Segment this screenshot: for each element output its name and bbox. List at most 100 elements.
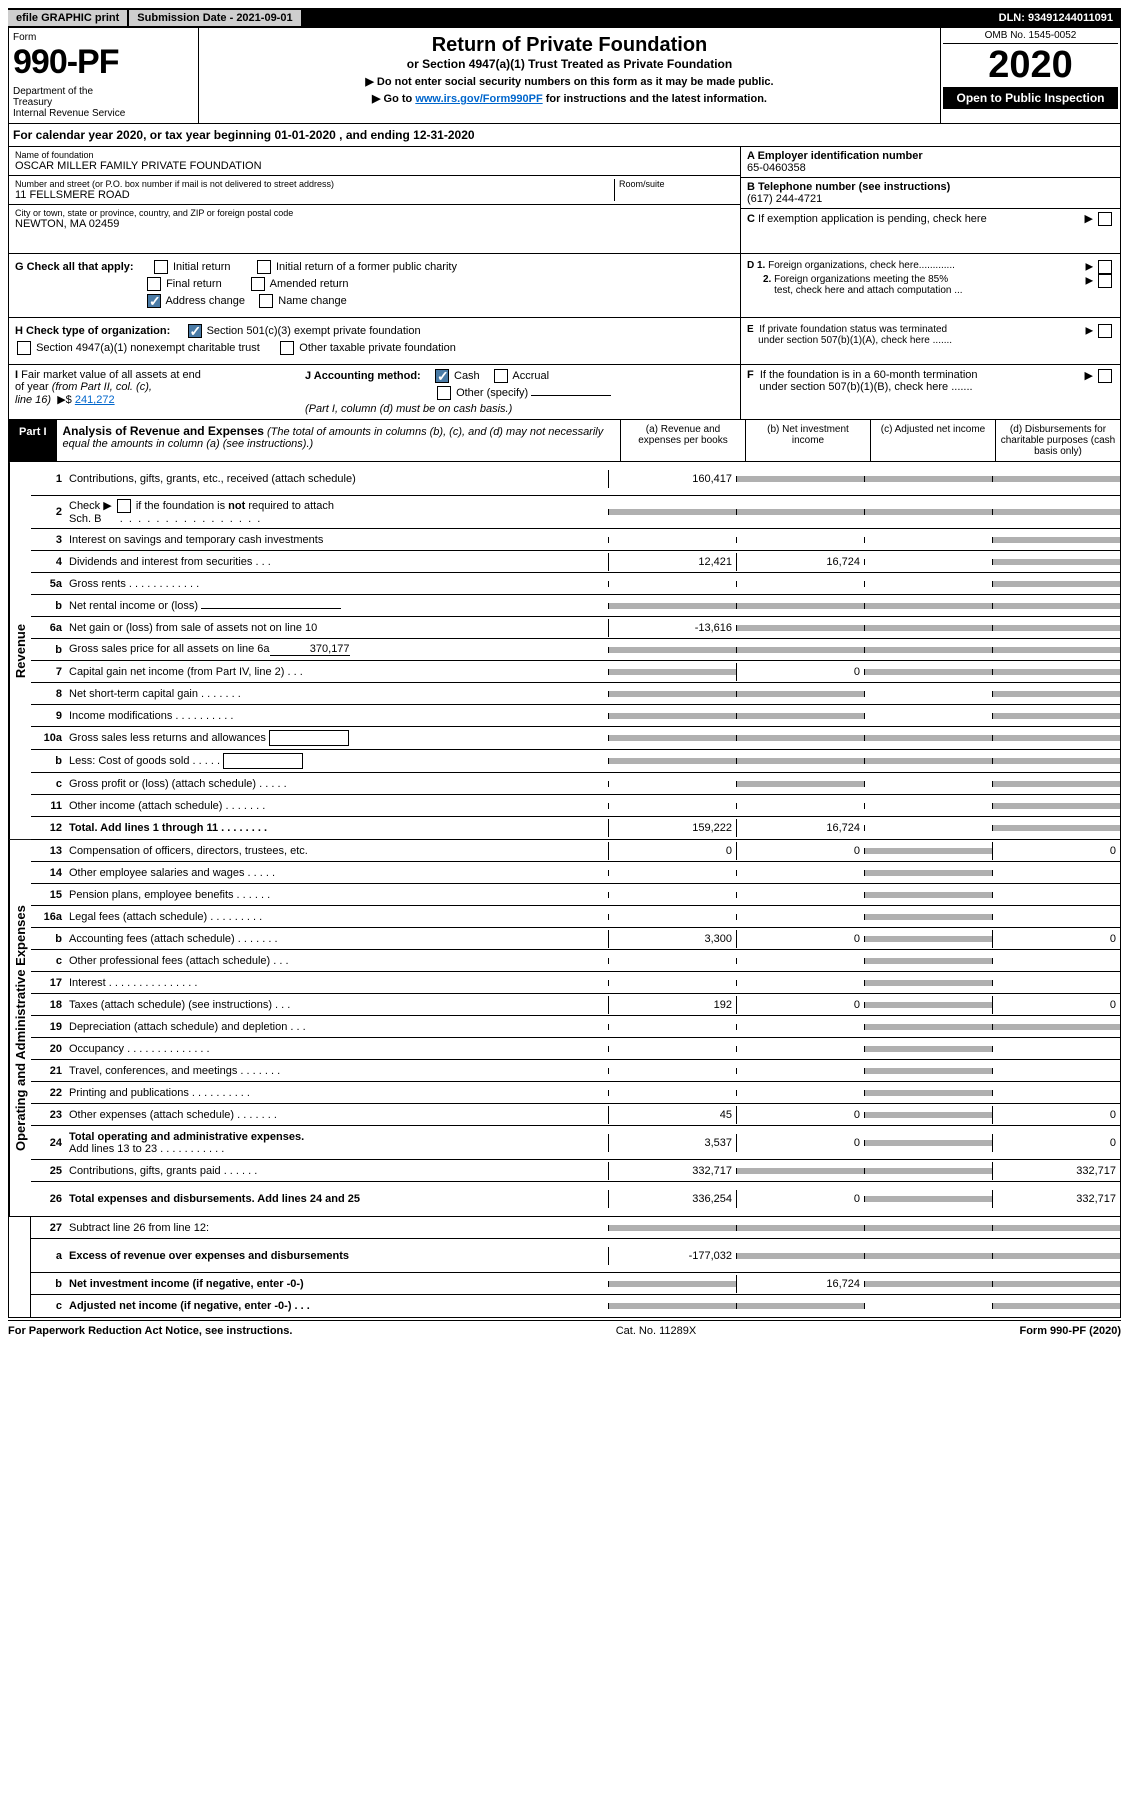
r6b-a: [608, 647, 736, 653]
r14-c: [864, 870, 992, 876]
r3-d: [992, 537, 1120, 543]
col-c: (c) Adjusted net income: [870, 420, 995, 461]
r23-num: 23: [31, 1106, 65, 1124]
r5a-desc: Gross rents . . . . . . . . . . . .: [65, 575, 608, 593]
part1-header: Part I Analysis of Revenue and Expenses …: [8, 420, 1121, 462]
city-label: City or town, state or province, country…: [15, 208, 734, 218]
r10b-b: [736, 758, 864, 764]
r11-a: [608, 803, 736, 809]
r26-b: 0: [736, 1190, 864, 1208]
e-cb[interactable]: [1098, 324, 1112, 338]
h-4947: Section 4947(a)(1) nonexempt charitable …: [36, 342, 260, 354]
h-label: H Check type of organization:: [15, 325, 170, 337]
r21-c: [864, 1068, 992, 1074]
r14-desc: Other employee salaries and wages . . . …: [65, 864, 608, 882]
efile-btn[interactable]: efile GRAPHIC print: [8, 10, 127, 26]
j-cash-cb[interactable]: [435, 369, 449, 383]
j-label: J Accounting method:: [305, 370, 421, 382]
f-label: F If the foundation is in a 60-month ter…: [747, 369, 978, 393]
g-label: G Check all that apply:: [15, 261, 134, 273]
d2: 2. Foreign organizations meeting the 85%…: [747, 274, 963, 296]
r6a-num: 6a: [31, 619, 65, 637]
r5a-d: [992, 581, 1120, 587]
d2-cb[interactable]: [1098, 274, 1112, 288]
revenue-table: Revenue 1Contributions, gifts, grants, e…: [8, 462, 1121, 840]
r1-c: [864, 476, 992, 482]
form-title: Return of Private Foundation: [205, 34, 934, 57]
g-initial-former-cb[interactable]: [257, 260, 271, 274]
r3-num: 3: [31, 531, 65, 549]
r8-num: 8: [31, 685, 65, 703]
r13-b: 0: [736, 842, 864, 860]
r18-c: [864, 1002, 992, 1008]
r23-desc: Other expenses (attach schedule) . . . .…: [65, 1106, 608, 1124]
part1-label: Part I: [9, 420, 57, 461]
r4-num: 4: [31, 553, 65, 571]
r1-num: 1: [31, 470, 65, 488]
r26-num: 26: [31, 1190, 65, 1208]
r27-a: [608, 1225, 736, 1231]
info-section: Name of foundation OSCAR MILLER FAMILY P…: [8, 147, 1121, 254]
r16a-a: [608, 914, 736, 920]
g-section: G Check all that apply: Initial return I…: [8, 254, 1121, 318]
g-name-cb[interactable]: [259, 294, 273, 308]
fmv-value[interactable]: 241,272: [75, 394, 115, 406]
r19-a: [608, 1024, 736, 1030]
tax-year: 2020: [943, 44, 1118, 87]
expenses-table: Operating and Administrative Expenses 13…: [8, 840, 1121, 1217]
r5a-a: [608, 581, 736, 587]
c-checkbox[interactable]: [1098, 212, 1112, 226]
r21-desc: Travel, conferences, and meetings . . . …: [65, 1062, 608, 1080]
r10c-a: [608, 781, 736, 787]
r25-b: [736, 1168, 864, 1174]
g-initial-cb[interactable]: [154, 260, 168, 274]
h-4947-cb[interactable]: [17, 341, 31, 355]
r16c-a: [608, 958, 736, 964]
r17-a: [608, 980, 736, 986]
city: NEWTON, MA 02459: [15, 218, 734, 230]
revenue-side: Revenue: [9, 462, 31, 839]
r10a-d: [992, 735, 1120, 741]
g-final-cb[interactable]: [147, 277, 161, 291]
r27-c: [864, 1225, 992, 1231]
g-amended-cb[interactable]: [251, 277, 265, 291]
part1-title: Analysis of Revenue and Expenses: [63, 424, 264, 438]
r2-d: [992, 509, 1120, 515]
j-accrual-cb[interactable]: [494, 369, 508, 383]
r10a-a: [608, 735, 736, 741]
r19-d: [992, 1024, 1120, 1030]
r4-a: 12,421: [608, 553, 736, 571]
r26-a: 336,254: [608, 1190, 736, 1208]
h-other: Other taxable private foundation: [299, 342, 456, 354]
summary-table: 27Subtract line 26 from line 12: aExcess…: [8, 1217, 1121, 1318]
r8-d: [992, 691, 1120, 697]
r27b-b: 16,724: [736, 1275, 864, 1293]
h-other-cb[interactable]: [280, 341, 294, 355]
j-other-cb[interactable]: [437, 386, 451, 400]
r15-num: 15: [31, 886, 65, 904]
r10c-desc: Gross profit or (loss) (attach schedule)…: [65, 775, 608, 793]
j-cash: Cash: [454, 370, 480, 382]
r19-c: [864, 1024, 992, 1030]
form-link[interactable]: www.irs.gov/Form990PF: [415, 93, 542, 105]
r10b-a: [608, 758, 736, 764]
r12-c: [864, 825, 992, 831]
r2-c: [864, 509, 992, 515]
h-501-cb[interactable]: [188, 324, 202, 338]
f-cb[interactable]: [1098, 369, 1112, 383]
dln: DLN: 93491244011091: [991, 10, 1121, 26]
r22-b: [736, 1090, 864, 1096]
r27b-d: [992, 1281, 1120, 1287]
r21-d: [992, 1068, 1120, 1074]
r3-c: [864, 537, 992, 543]
r27c-desc: Adjusted net income (if negative, enter …: [65, 1297, 608, 1315]
r6b-val[interactable]: [270, 643, 350, 656]
g-initial: Initial return: [173, 261, 230, 273]
g-address-cb[interactable]: [147, 294, 161, 308]
d1-cb[interactable]: [1098, 260, 1112, 274]
r2-cb[interactable]: [117, 499, 131, 513]
r24-desc: Total operating and administrative expen…: [65, 1128, 608, 1158]
r17-c: [864, 980, 992, 986]
instr2: ▶ Go to www.irs.gov/Form990PF for instru…: [205, 92, 934, 105]
top-bar: efile GRAPHIC print Submission Date - 20…: [8, 8, 1121, 28]
